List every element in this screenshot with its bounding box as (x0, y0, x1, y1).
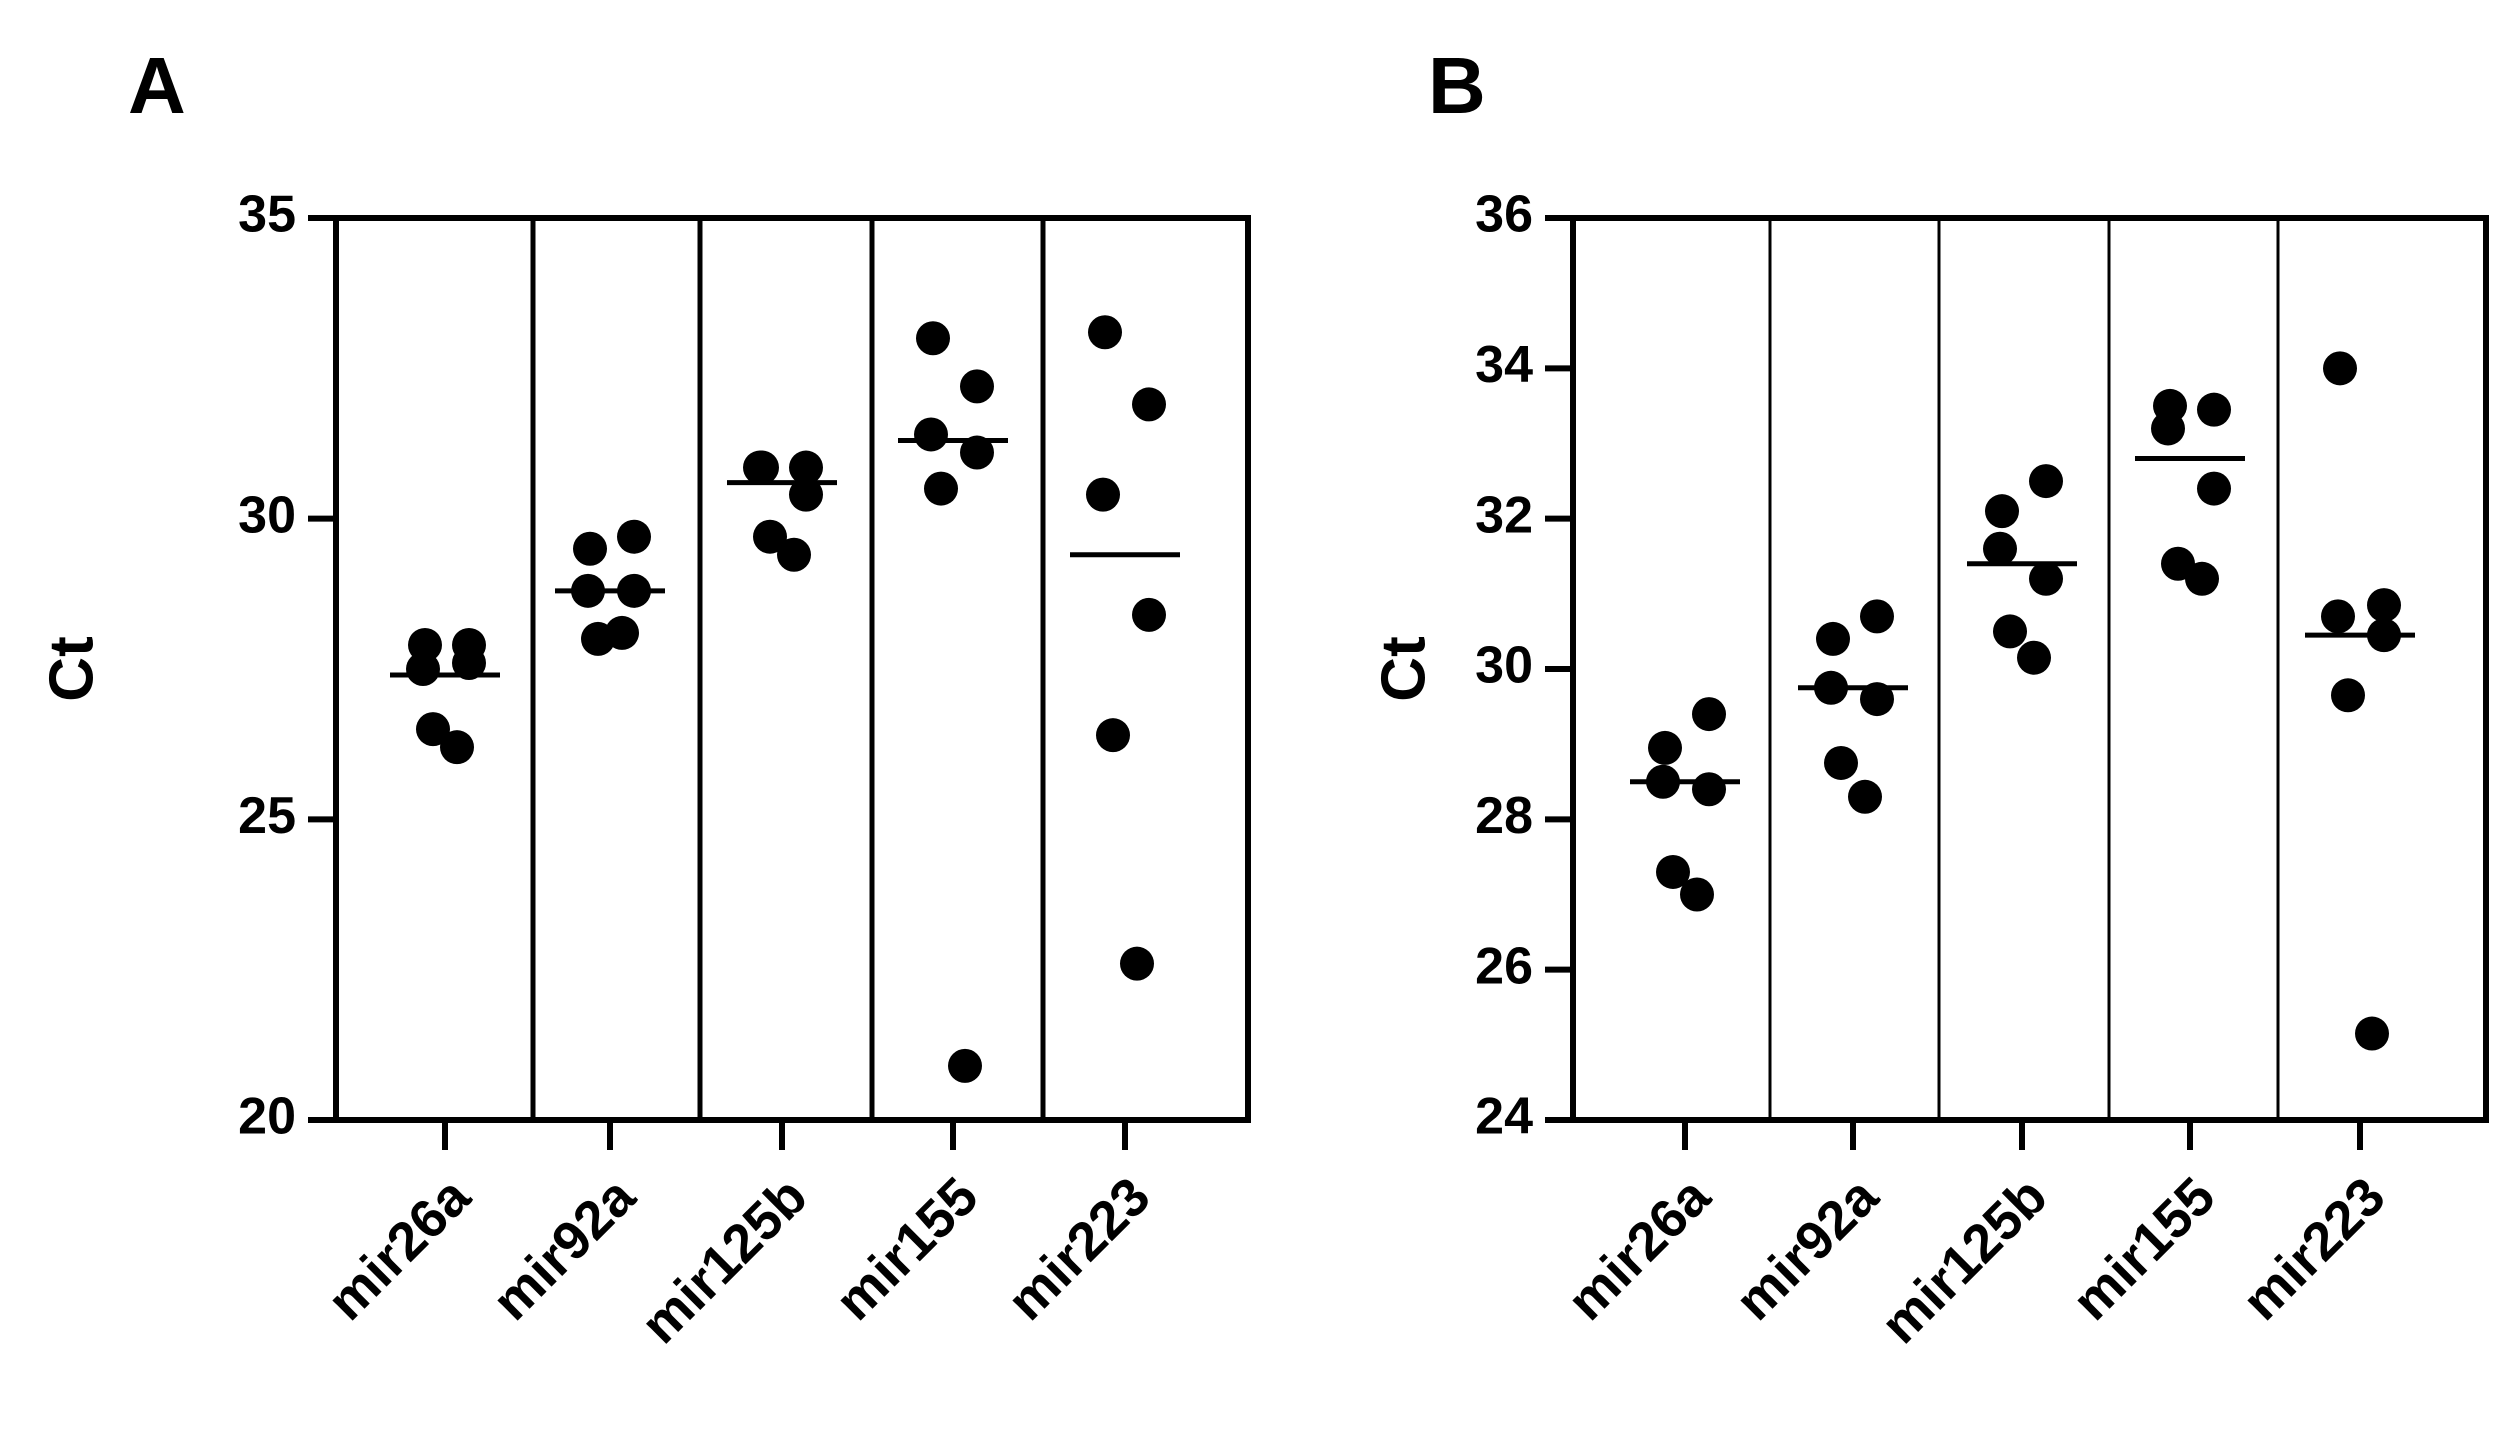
data-point (1993, 614, 2027, 649)
category-label: mir223 (996, 1166, 1162, 1332)
y-tick-label: 34 (1475, 336, 1533, 394)
y-tick-label: 26 (1475, 937, 1533, 995)
data-point (2017, 640, 2051, 675)
data-point (2029, 464, 2063, 499)
data-point (1816, 621, 1850, 656)
category-label: mir155 (2061, 1166, 2227, 1332)
data-point (605, 615, 639, 650)
data-point (1860, 682, 1894, 717)
data-point (2029, 561, 2063, 596)
data-point (1656, 854, 1690, 889)
y-tick-label: 30 (238, 486, 296, 544)
y-axis-title: Ct (37, 636, 106, 701)
data-point (573, 531, 607, 566)
plot-frame (333, 215, 1251, 1123)
data-point (2185, 561, 2219, 596)
category-label: mir26a (316, 1165, 482, 1331)
data-point (948, 1048, 982, 1083)
category-label: mir125b (1870, 1166, 2059, 1355)
category-label: mir223 (2231, 1166, 2397, 1332)
data-point (2197, 392, 2231, 427)
data-point (1848, 779, 1882, 814)
y-axis-title: Ct (1369, 636, 1438, 701)
data-point (1096, 718, 1130, 753)
data-point (2151, 411, 2185, 446)
data-point (1086, 477, 1120, 512)
data-point (416, 712, 450, 747)
data-point (960, 435, 994, 470)
data-point (617, 519, 651, 554)
data-point (440, 730, 474, 765)
data-point (1132, 387, 1166, 422)
data-point (1860, 599, 1894, 634)
data-point (1648, 730, 1682, 765)
data-point (914, 417, 948, 452)
data-point (777, 537, 811, 572)
data-point (1824, 745, 1858, 780)
category-label: mir155 (824, 1166, 990, 1332)
data-point (1692, 772, 1726, 807)
data-point (452, 645, 486, 680)
y-tick-label: 32 (1475, 486, 1533, 544)
y-tick-label: 25 (238, 787, 296, 845)
data-point (1088, 315, 1122, 350)
data-point (1692, 697, 1726, 732)
data-point (743, 450, 777, 485)
panel-label: B (1428, 41, 1486, 130)
panel-label: A (128, 41, 186, 130)
y-tick-label: 30 (1475, 637, 1533, 695)
category-label: mir125b (630, 1166, 819, 1355)
category-label: mir92a (481, 1165, 647, 1331)
data-point (916, 321, 950, 356)
y-tick-label: 24 (1475, 1088, 1533, 1146)
data-point (1983, 531, 2017, 566)
data-point (1985, 494, 2019, 529)
data-point (2323, 351, 2357, 386)
data-point (2321, 599, 2355, 634)
data-point (1680, 877, 1714, 912)
category-label: mir92a (1724, 1165, 1890, 1331)
data-point (2367, 588, 2401, 623)
data-point (2355, 1016, 2389, 1051)
category-label: mir26a (1556, 1165, 1722, 1331)
y-tick-label: 35 (238, 186, 296, 244)
data-point (406, 652, 440, 686)
data-point (960, 369, 994, 404)
data-point (789, 450, 823, 485)
data-point (1120, 946, 1154, 981)
y-tick-label: 28 (1475, 787, 1533, 845)
y-tick-label: 36 (1475, 186, 1533, 244)
data-point (789, 477, 823, 512)
data-point (2331, 678, 2365, 713)
data-point (1132, 597, 1166, 632)
data-point (2197, 471, 2231, 506)
data-point (924, 471, 958, 506)
data-point (753, 519, 787, 554)
y-tick-label: 20 (238, 1088, 296, 1146)
